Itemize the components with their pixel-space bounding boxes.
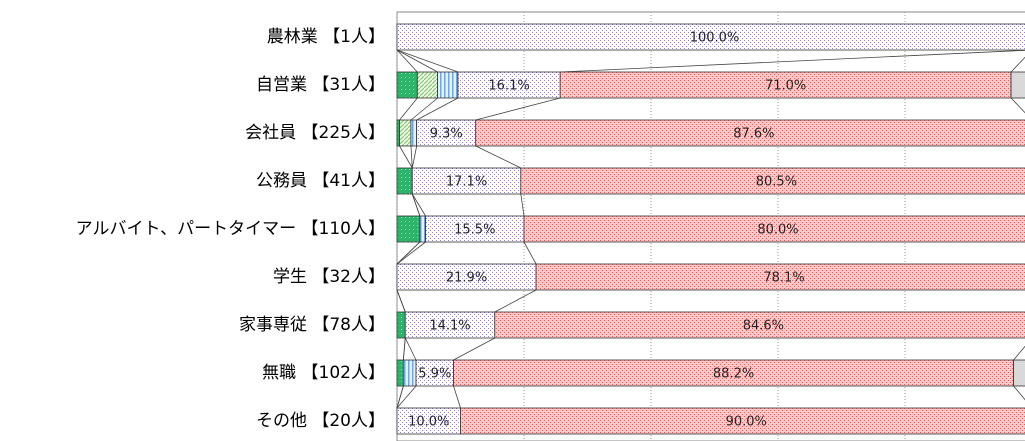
bar-segment	[402, 359, 417, 387]
category-label: アルバイト、パートタイマー 【110人】	[76, 219, 385, 239]
series-line	[520, 193, 525, 217]
series-line	[396, 49, 418, 73]
value-label: 87.6%	[733, 127, 774, 142]
value-label: 100.0%	[690, 31, 740, 46]
bar-segment	[475, 119, 1025, 147]
category-label: 農林業 【1人】	[267, 27, 385, 47]
category-label: 学生 【32人】	[273, 267, 385, 287]
value-label: 84.6%	[743, 319, 784, 334]
series-line	[402, 337, 406, 361]
value-label: 5.9%	[418, 367, 451, 382]
bar-segment	[396, 407, 461, 435]
series-line	[396, 385, 417, 409]
series-line	[1013, 345, 1025, 361]
series-line	[396, 289, 406, 313]
series-line	[560, 49, 1025, 73]
value-label: 80.5%	[756, 175, 797, 190]
bar-segment	[457, 71, 561, 99]
series-line	[453, 385, 461, 409]
category-label: 公務員 【41人】	[256, 171, 385, 191]
bar-segment	[396, 215, 421, 243]
series-line	[411, 193, 421, 217]
bar-segment	[1013, 359, 1025, 387]
series-line	[411, 193, 426, 217]
bar-segment	[1010, 71, 1025, 99]
bar-segment	[416, 71, 439, 99]
series-line	[416, 97, 459, 121]
bar-segment	[399, 119, 412, 147]
series-line	[396, 49, 459, 73]
value-label: 21.9%	[446, 271, 487, 286]
value-label: 80.0%	[757, 223, 798, 238]
series-line	[404, 337, 417, 361]
bar-segment	[396, 23, 1025, 51]
value-label: 78.1%	[763, 271, 804, 286]
bar-segment	[411, 167, 522, 195]
series-line	[411, 145, 418, 169]
bar-segment	[425, 215, 525, 243]
category-label: 自営業 【31人】	[256, 75, 385, 95]
value-label: 71.0%	[765, 79, 806, 94]
series-line	[1010, 56, 1025, 73]
series-line	[396, 385, 404, 409]
bar-segment	[453, 359, 1014, 387]
bar-segment	[415, 359, 454, 387]
bar-segment	[396, 311, 406, 339]
bar-segment	[404, 311, 496, 339]
series-line	[1013, 385, 1025, 401]
value-label: 10.0%	[408, 415, 449, 430]
value-label: 90.0%	[726, 415, 767, 430]
series-line	[1010, 97, 1025, 114]
bar-segment	[523, 215, 1025, 243]
series-line	[475, 145, 522, 169]
bar-segment	[520, 167, 1025, 195]
series-line	[399, 145, 413, 169]
bar-segment	[396, 263, 537, 291]
value-label: 17.1%	[446, 175, 487, 190]
series-line	[396, 241, 421, 265]
bar-segment	[416, 119, 477, 147]
value-label: 9.3%	[430, 127, 463, 142]
bar-segment	[437, 71, 459, 99]
series-line	[396, 49, 438, 73]
category-label: 無職 【102人】	[262, 363, 385, 383]
category-label: その他 【20人】	[256, 411, 385, 431]
value-label: 16.1%	[488, 79, 529, 94]
category-label: 家事専従 【78人】	[239, 315, 385, 335]
series-line	[453, 337, 495, 361]
bar-segment	[494, 311, 1025, 339]
series-line	[410, 97, 438, 121]
value-label: 15.5%	[454, 223, 495, 238]
bar-segment	[396, 71, 418, 99]
series-line	[494, 289, 537, 313]
series-line	[475, 97, 561, 121]
series-line	[410, 145, 413, 169]
series-line	[399, 97, 418, 121]
bar-segment	[410, 119, 418, 147]
category-label: 会社員 【225人】	[245, 123, 385, 143]
value-label: 88.2%	[713, 367, 754, 382]
series-line	[396, 241, 426, 265]
series-line	[523, 241, 537, 265]
bar-segment	[559, 71, 1012, 99]
value-label: 14.1%	[429, 319, 470, 334]
bar-segment	[460, 407, 1025, 435]
bar-segment	[419, 215, 426, 243]
bar-segment	[535, 263, 1025, 291]
bar-segment	[396, 167, 413, 195]
bar-segment	[396, 359, 404, 387]
